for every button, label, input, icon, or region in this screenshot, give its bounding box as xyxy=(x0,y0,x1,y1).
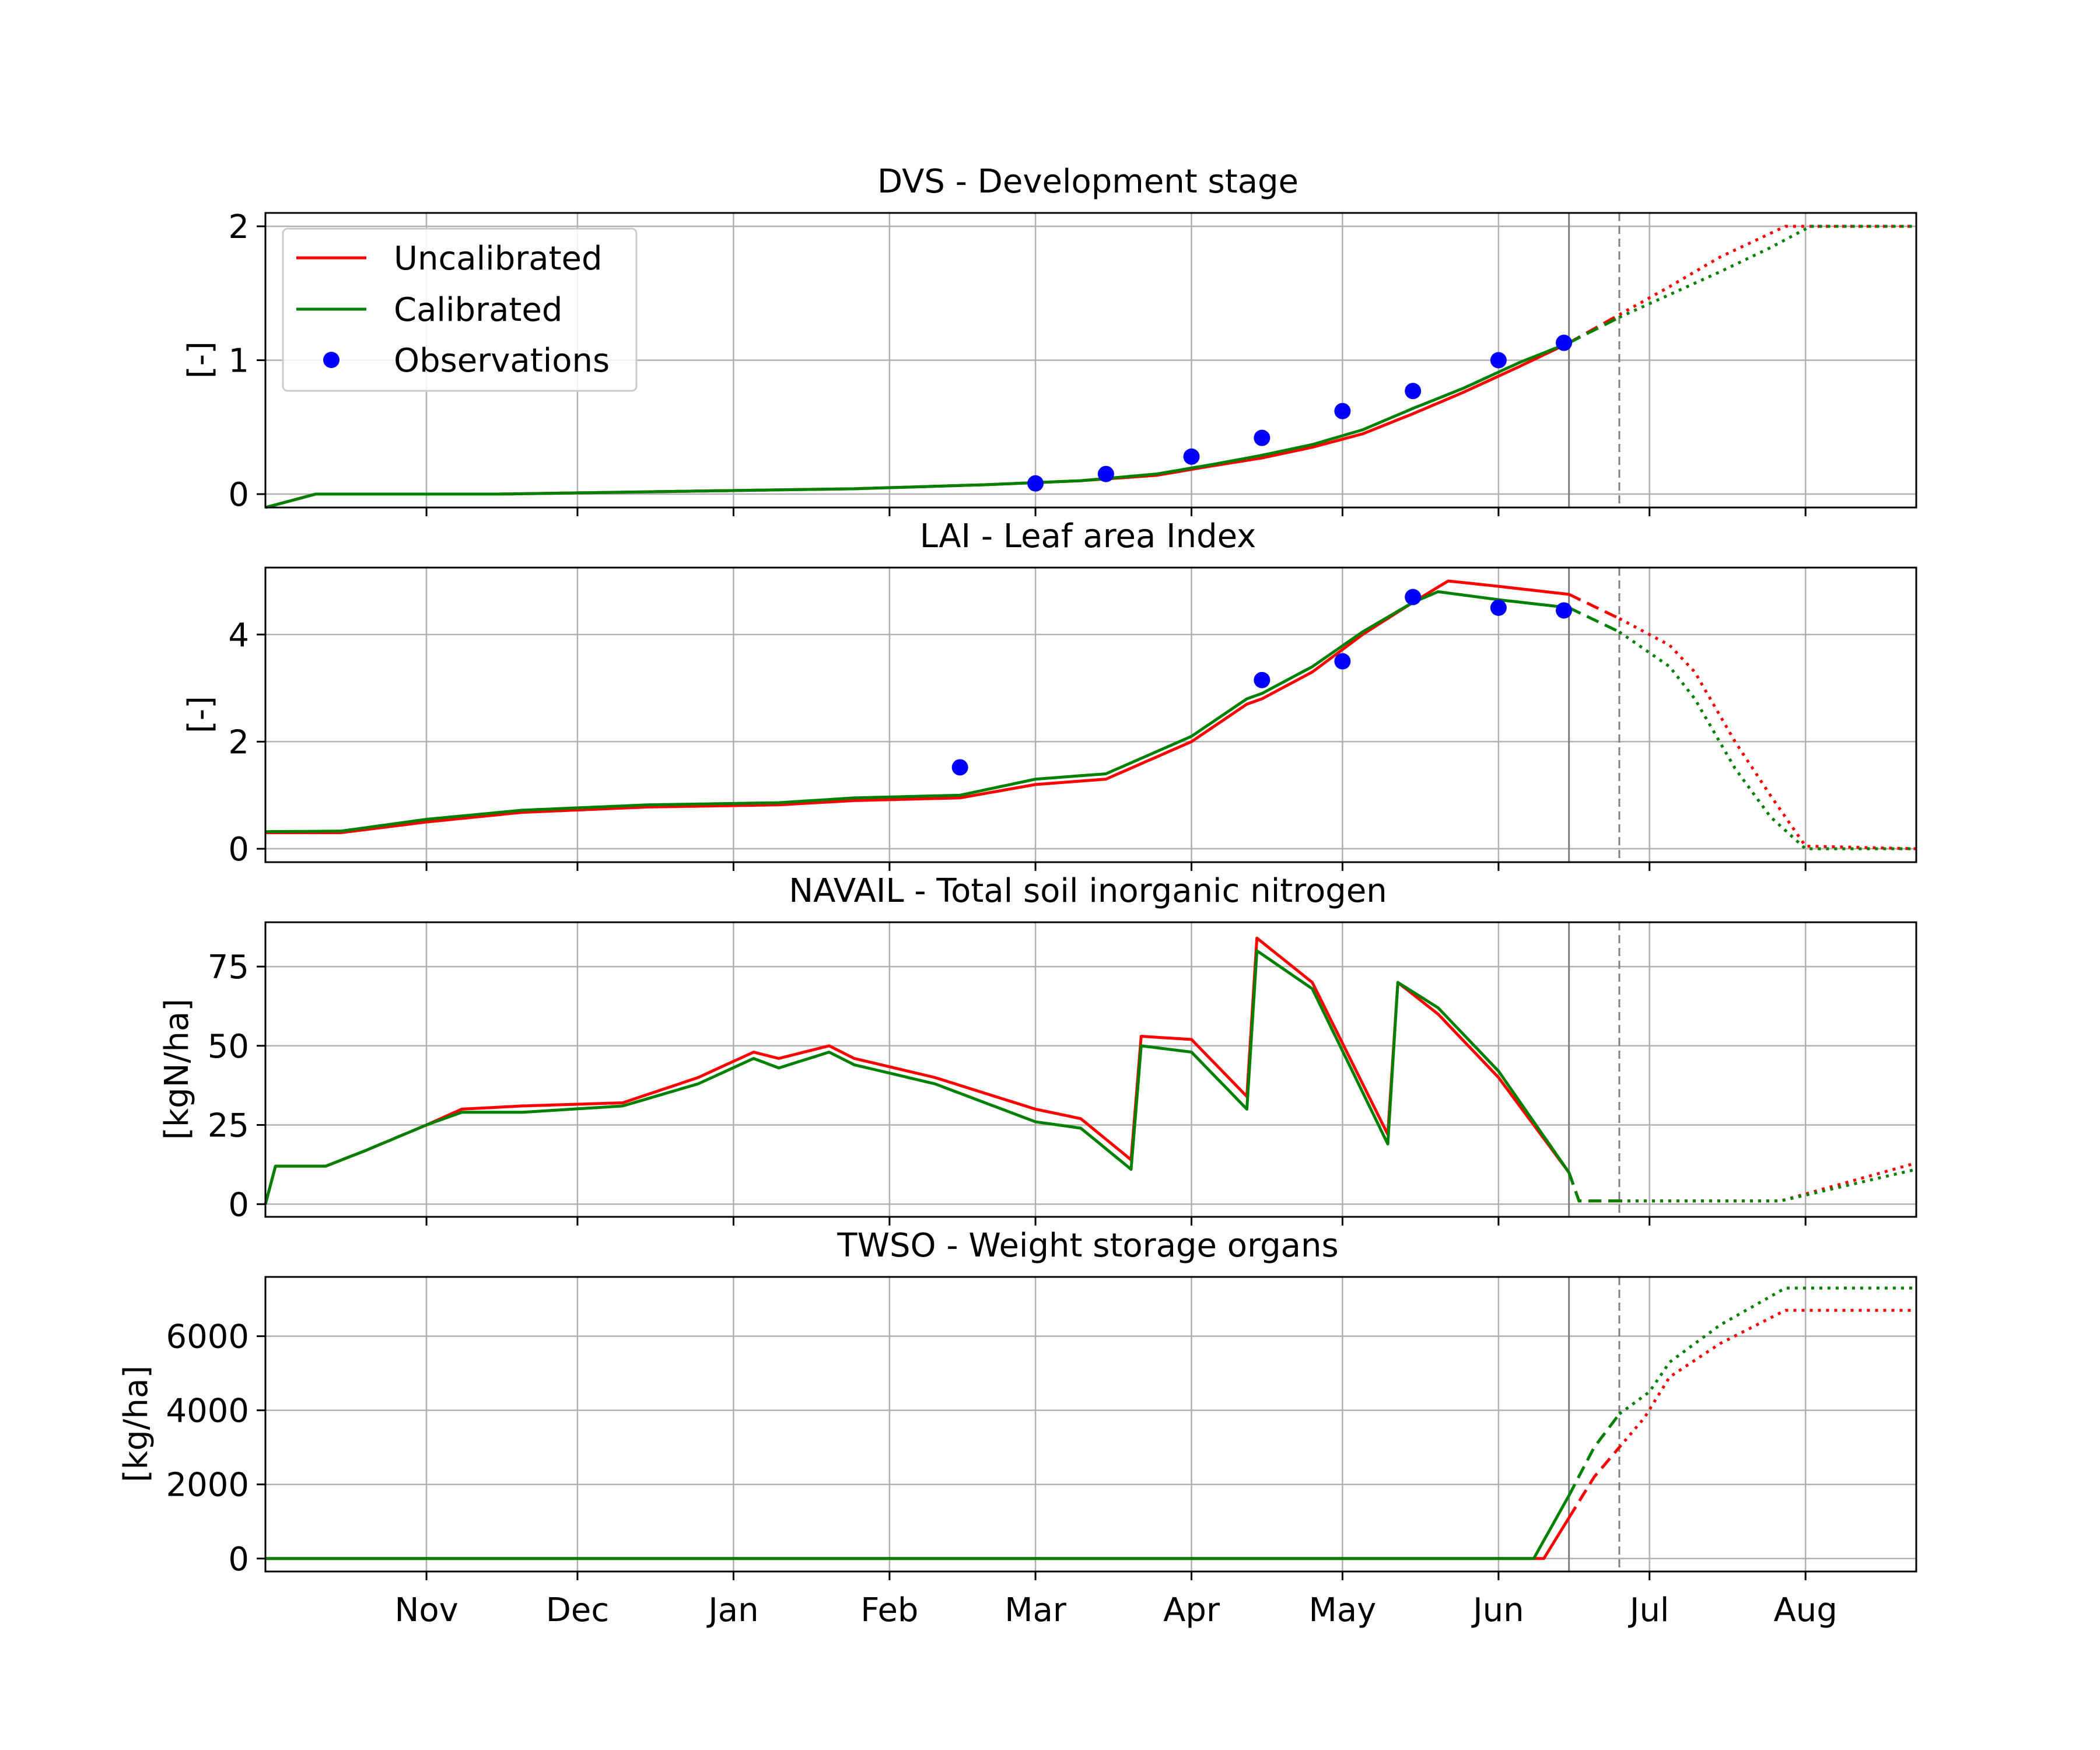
observation-point xyxy=(1334,402,1351,419)
observation-point xyxy=(1254,429,1270,446)
observation-point xyxy=(1490,352,1507,369)
y-tick-label: 4 xyxy=(228,617,249,654)
y-tick-label: 0 xyxy=(228,476,249,514)
y-axis-label: [-] xyxy=(181,696,219,733)
series-line-uncalibrated-dotted xyxy=(1618,617,1917,850)
y-tick-label: 0 xyxy=(228,1186,249,1224)
series-line-uncalibrated-dashed xyxy=(1567,1446,1620,1519)
x-axis-tick-labels: Nov Dec Jan Feb Mar Apr May Jun Jul Aug xyxy=(394,1591,1837,1629)
y-axis-label: [-] xyxy=(181,341,219,379)
x-tick-label: Jul xyxy=(1628,1591,1670,1629)
series-line-calibrated-dotted xyxy=(1619,1168,1917,1203)
x-tick-label: Nov xyxy=(394,1591,458,1629)
plot-area: 0 25 50 75 xyxy=(208,921,1917,1226)
observation-point xyxy=(1490,599,1507,616)
plot-frame xyxy=(264,566,1917,863)
y-tick-label: 25 xyxy=(208,1107,249,1145)
plot-area: 0 2000 4000 6000 xyxy=(166,1276,1917,1580)
series-line-calibrated-dotted xyxy=(1618,225,1916,319)
y-tick-label: 4000 xyxy=(166,1392,249,1430)
series-line-uncalibrated-solid xyxy=(264,936,1570,1205)
plot-frame xyxy=(264,921,1917,1218)
x-tick-label: Apr xyxy=(1163,1591,1220,1629)
observation-point xyxy=(1334,653,1351,670)
observation-point xyxy=(1183,448,1200,465)
y-axis-label: [kg/ha] xyxy=(117,1366,155,1482)
series-line-calibrated-solid xyxy=(265,341,1570,509)
legend-label-calibrated: Calibrated xyxy=(394,291,562,329)
series-line-uncalibrated-dotted xyxy=(1618,225,1916,316)
series-line-calibrated-dashed xyxy=(1568,316,1620,344)
y-tick-label: 1 xyxy=(228,342,249,380)
observation-point xyxy=(1027,475,1044,492)
legend-label-observations: Observations xyxy=(394,342,610,380)
panel-twso: TWSO - Weight storage organs [kg/ha] 0 20… xyxy=(117,1227,1917,1580)
y-axis-label: [kgN/ha] xyxy=(158,999,196,1140)
y-tick-label: 0 xyxy=(228,1541,249,1578)
y-tick-label: 0 xyxy=(228,831,249,869)
legend-marker-observations xyxy=(323,352,340,368)
series-line-calibrated-dashed xyxy=(1567,1413,1620,1496)
plot-area: 0 1 2 xyxy=(228,208,1917,516)
y-tick-label: 2 xyxy=(228,208,249,246)
x-tick-label: Dec xyxy=(546,1591,609,1629)
series-line-calibrated-dashed xyxy=(1568,606,1620,634)
series-line-uncalibrated-solid xyxy=(265,579,1569,834)
panel-navail: NAVAIL - Total soil inorganic nitrogen [… xyxy=(158,872,1917,1226)
x-tick-label: Jan xyxy=(706,1591,758,1629)
series-line-calibrated-dashed xyxy=(1567,1172,1619,1203)
panel-title: NAVAIL - Total soil inorganic nitrogen xyxy=(789,872,1387,910)
observation-point xyxy=(1405,589,1422,606)
x-tick-label: Jun xyxy=(1471,1591,1524,1629)
y-tick-label: 6000 xyxy=(166,1318,249,1356)
observation-point xyxy=(951,759,968,776)
y-tick-label: 75 xyxy=(208,949,249,986)
legend-box xyxy=(282,228,638,392)
legend: Uncalibrated Calibrated Observations xyxy=(282,228,638,392)
y-tick-label: 50 xyxy=(208,1028,249,1066)
series-line-calibrated-dotted xyxy=(1618,631,1916,850)
series-line-calibrated-solid xyxy=(265,1494,1570,1560)
series-line-calibrated-solid xyxy=(264,949,1570,1205)
series-line-uncalibrated-dashed xyxy=(1568,593,1620,620)
x-tick-label: Feb xyxy=(860,1591,918,1629)
observation-point xyxy=(1097,466,1114,482)
y-tick-label: 2000 xyxy=(166,1466,249,1504)
plot-frame xyxy=(264,1276,1917,1573)
panel-dvs: DVS - Development stage [-] 0 1 2 xyxy=(181,163,1917,516)
series-line-calibrated-solid xyxy=(265,590,1569,834)
x-tick-label: May xyxy=(1309,1591,1377,1629)
panel-lai: LAI - Leaf area Index [-] 0 2 4 xyxy=(181,517,1917,871)
panel-title: TWSO - Weight storage organs xyxy=(836,1227,1338,1265)
observation-point xyxy=(1254,671,1270,688)
plot-area: 0 2 4 xyxy=(228,566,1917,871)
panel-title: DVS - Development stage xyxy=(877,163,1298,201)
legend-label-uncalibrated: Uncalibrated xyxy=(394,240,603,278)
observation-point xyxy=(1556,602,1573,619)
panel-title: LAI - Leaf area Index xyxy=(920,517,1256,555)
y-tick-label: 2 xyxy=(228,723,249,761)
observation-point xyxy=(1405,383,1422,400)
observation-point xyxy=(1556,334,1573,351)
x-tick-label: Aug xyxy=(1774,1591,1838,1629)
x-tick-label: Mar xyxy=(1005,1591,1067,1629)
